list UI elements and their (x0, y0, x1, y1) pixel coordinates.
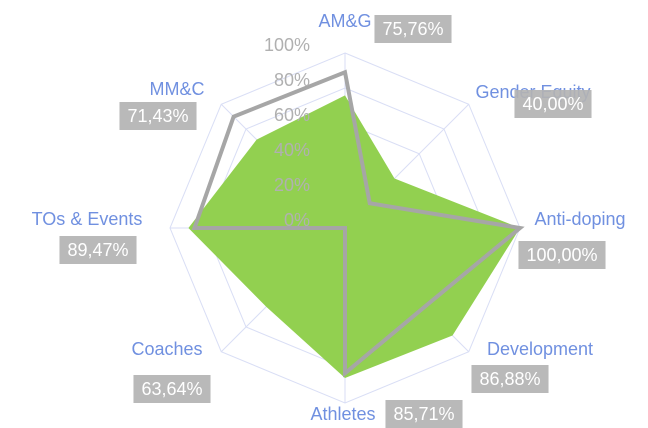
value-label-box (385, 400, 463, 428)
radar-line (191, 69, 525, 378)
y-tick-label: 100% (264, 35, 310, 55)
value-label-box (471, 365, 549, 393)
value-label: 100,00% (518, 241, 606, 269)
y-tick-label: 80% (274, 70, 310, 90)
value-label-text: 71,43% (127, 106, 188, 126)
value-label-box (59, 236, 137, 264)
value-label-text: 86,88% (479, 369, 540, 389)
value-label: 89,47% (59, 236, 137, 264)
category-label: MM&C (150, 79, 205, 99)
value-label-box (133, 375, 211, 403)
value-label-box (518, 241, 606, 269)
value-label: 40,00% (514, 90, 592, 118)
category-label: Athletes (310, 404, 375, 424)
y-tick-label: 40% (274, 140, 310, 160)
value-label-box (119, 102, 197, 130)
category-label: Coaches (131, 339, 202, 359)
category-label: TOs & Events (32, 209, 143, 229)
value-label-text: 89,47% (67, 240, 128, 260)
category-label: Anti-doping (534, 209, 625, 229)
value-label-text: 85,71% (393, 404, 454, 424)
y-tick-label: 0% (284, 210, 310, 230)
value-label: 86,88% (471, 365, 549, 393)
value-label-text: 75,76% (382, 19, 443, 39)
value-label-text: 63,64% (141, 379, 202, 399)
category-label: Development (487, 339, 593, 359)
y-tick-label: 20% (274, 175, 310, 195)
value-label-text: 100,00% (526, 245, 597, 265)
value-label: 71,43% (119, 102, 197, 130)
radar-area (188, 95, 521, 378)
value-label: 63,64% (133, 375, 211, 403)
value-label: 75,76% (374, 15, 452, 43)
category-label: AM&G (318, 11, 371, 31)
value-label-box (374, 15, 452, 43)
value-label-box (514, 90, 592, 118)
y-tick-label: 60% (274, 105, 310, 125)
value-label-text: 40,00% (522, 94, 583, 114)
value-label: 85,71% (385, 400, 463, 428)
